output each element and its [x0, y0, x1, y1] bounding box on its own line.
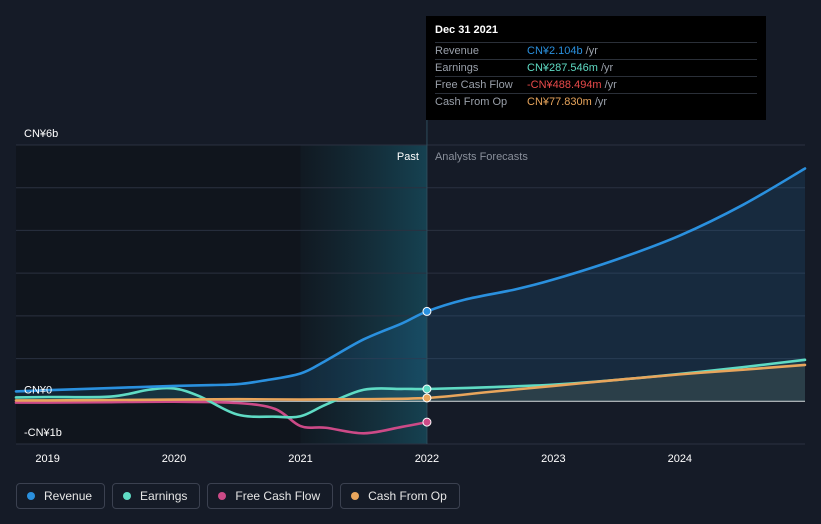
- tooltip-value: CN¥77.830m: [527, 96, 592, 108]
- x-axis-labels: 2019 2020 2021 2022 2023 2024: [35, 453, 692, 465]
- gridlines: [16, 144, 805, 445]
- forecast-label: Analysts Forecasts: [435, 151, 528, 163]
- tooltip-unit: /yr: [604, 79, 617, 91]
- legend-label: Cash From Op: [368, 489, 447, 503]
- x-axis-tick-label: 2020: [162, 453, 186, 465]
- tooltip-row-free-cash-flow: Free Cash Flow -CN¥488.494m /yr: [435, 76, 757, 93]
- x-axis-tick-label: 2023: [541, 453, 565, 465]
- legend-item-cash-from-op[interactable]: Cash From Op: [340, 483, 460, 509]
- data-tooltip: Dec 31 2021 Revenue CN¥2.104b /yr Earnin…: [426, 16, 766, 120]
- legend-dot-icon: [351, 492, 360, 500]
- cash-from-op-area: [16, 364, 805, 402]
- tooltip-label: Earnings: [435, 62, 479, 74]
- legend-label: Revenue: [44, 489, 93, 503]
- tooltip-value: CN¥2.104b: [527, 45, 583, 57]
- free-cash-flow-marker: [422, 417, 432, 427]
- tooltip-unit: /yr: [585, 45, 598, 57]
- cash-from-op-marker: [422, 393, 432, 403]
- earnings-marker: [422, 384, 432, 394]
- tooltip-date: Dec 31 2021: [435, 24, 498, 36]
- y-axis-labels: CN¥6b CN¥0 -CN¥1b: [24, 128, 62, 439]
- revenue-line: [14, 167, 807, 393]
- past-label: Past: [397, 151, 419, 163]
- tooltip-unit: /yr: [600, 62, 614, 74]
- cash-from-op-line: [14, 363, 807, 402]
- tooltip-value: CN¥287.546m: [527, 62, 598, 74]
- series-lines: [14, 167, 807, 435]
- legend-label: Free Cash Flow: [235, 489, 321, 503]
- legend-dot-icon: [27, 492, 35, 500]
- tooltip-label: Free Cash Flow: [435, 79, 513, 91]
- tooltip-value: -CN¥488.494m: [527, 79, 602, 91]
- y-axis-label: CN¥0: [24, 384, 52, 396]
- legend-label: Earnings: [140, 489, 188, 503]
- tooltip-row-revenue: Revenue CN¥2.104b /yr: [435, 42, 757, 59]
- legend-item-free-cash-flow[interactable]: Free Cash Flow: [207, 483, 334, 509]
- revenue-marker: [422, 306, 432, 316]
- y-axis-label: CN¥6b: [24, 128, 58, 140]
- tooltip-label: Cash From Op: [435, 96, 508, 108]
- x-axis-tick-label: 2021: [288, 453, 312, 465]
- hover-markers: [422, 306, 432, 427]
- x-axis-tick-label: 2022: [415, 453, 439, 465]
- tooltip-row-cash-from-op: Cash From Op CN¥77.830m /yr: [435, 93, 757, 110]
- legend: Revenue Earnings Free Cash Flow Cash Fro…: [16, 483, 460, 509]
- tooltip-row-earnings: Earnings CN¥287.546m /yr: [435, 59, 757, 76]
- x-axis-tick-label: 2019: [35, 453, 59, 465]
- tooltip-unit: /yr: [594, 96, 608, 108]
- y-axis-label: -CN¥1b: [24, 427, 62, 439]
- x-axis-tick-label: 2024: [668, 453, 692, 465]
- free-cash-flow-line: [14, 400, 429, 435]
- legend-item-earnings[interactable]: Earnings: [112, 483, 201, 509]
- legend-item-revenue[interactable]: Revenue: [16, 483, 106, 509]
- tooltip-label: Revenue: [435, 45, 480, 57]
- legend-dot-icon: [123, 492, 132, 500]
- past-highlight-region: [300, 145, 427, 444]
- legend-dot-icon: [218, 492, 227, 500]
- revenue-area: [16, 168, 805, 402]
